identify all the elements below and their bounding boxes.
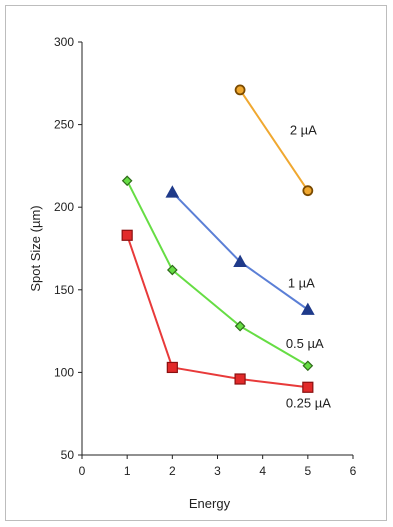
y-tick-label: 300	[54, 35, 74, 49]
x-tick-label: 1	[124, 464, 131, 478]
data-point-2	[302, 360, 314, 372]
data-point-2	[166, 264, 178, 276]
x-axis-label: Energy	[189, 496, 231, 511]
x-tick-label: 0	[79, 464, 86, 478]
x-tick-label: 2	[169, 464, 176, 478]
data-point-3	[121, 229, 133, 241]
data-point-1	[165, 185, 180, 198]
series-label-3: 0.25 µA	[286, 395, 331, 410]
data-point-0	[234, 84, 246, 96]
data-point-0	[302, 185, 314, 197]
data-point-2	[121, 175, 133, 187]
axes: 50 100 150 200 250 300 0 1 2 3 4 5 6 Energy Spot Size …	[28, 35, 357, 511]
y-tick-label: 150	[54, 283, 74, 297]
series-layer	[121, 84, 315, 393]
y-axis-label: Spot Size (µm)	[28, 205, 43, 291]
y-tick-label: 250	[54, 118, 74, 132]
series-label-1: 1 µA	[288, 276, 315, 291]
labels-layer: 2 µA 1 µA 0.5 µA 0.25 µA	[286, 123, 331, 411]
data-point-3	[234, 373, 246, 385]
data-point-3	[302, 381, 314, 393]
y-tick-label: 100	[54, 365, 74, 379]
y-tick-label: 50	[61, 448, 75, 462]
x-tick-label: 5	[304, 464, 311, 478]
x-tick-label: 6	[350, 464, 357, 478]
data-point-1	[233, 254, 247, 268]
y-tick-label: 200	[54, 200, 74, 214]
series-line-2	[126, 180, 309, 367]
series-line-0	[239, 89, 309, 192]
data-point-3	[166, 361, 178, 374]
data-point-2	[234, 320, 246, 332]
series-label-2: 0.5 µA	[286, 336, 324, 351]
series-line-3	[126, 234, 308, 389]
x-tick-label: 4	[259, 464, 266, 478]
chart-frame	[5, 5, 387, 521]
series-line-1	[171, 191, 309, 311]
data-point-1	[300, 302, 315, 315]
x-tick-label: 3	[214, 464, 221, 478]
series-label-0: 2 µA	[290, 123, 317, 138]
